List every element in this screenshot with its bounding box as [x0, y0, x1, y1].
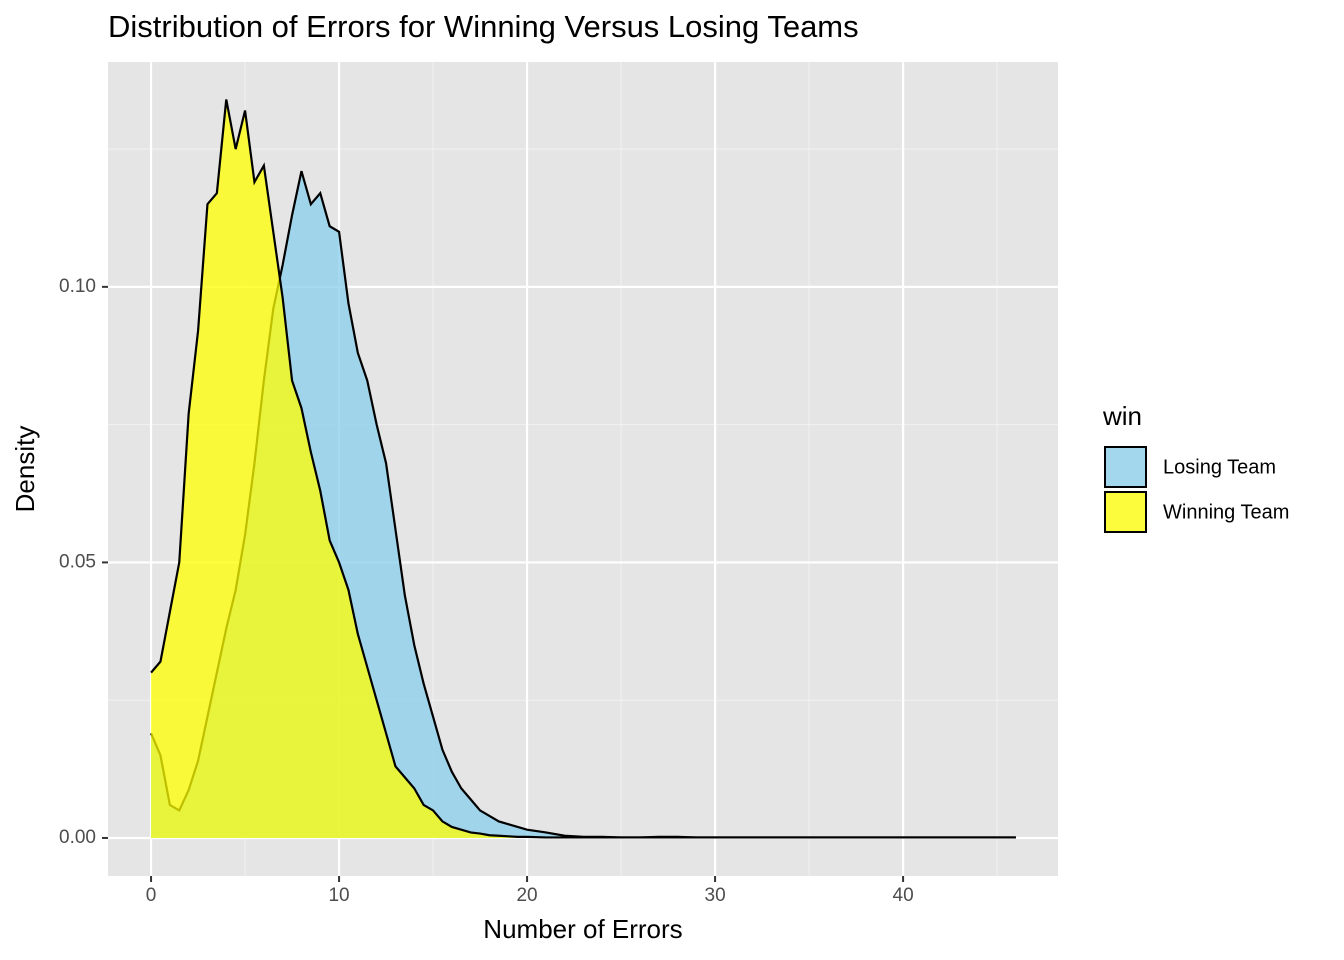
x-tick-label: 30 [705, 885, 726, 906]
legend-title: win [1102, 401, 1142, 431]
density-area [151, 99, 1016, 838]
x-axis-title: Number of Errors [483, 914, 682, 944]
x-tick-label: 20 [516, 885, 537, 906]
legend-label: Losing Team [1163, 456, 1276, 478]
chart-title: Distribution of Errors for Winning Versu… [108, 9, 859, 44]
y-tick-label: 0.00 [59, 827, 96, 848]
legend-key [1104, 446, 1147, 488]
x-tick-label: 0 [146, 885, 157, 906]
legend-label: Winning Team [1163, 501, 1289, 523]
x-tick-label: 10 [328, 885, 349, 906]
y-tick-label: 0.10 [59, 276, 96, 297]
density-line [150, 99, 1016, 839]
y-axis-title: Density [10, 426, 40, 513]
legend-key [1104, 491, 1147, 533]
x-tick-label: 40 [893, 885, 914, 906]
y-tick-label: 0.05 [59, 551, 96, 572]
